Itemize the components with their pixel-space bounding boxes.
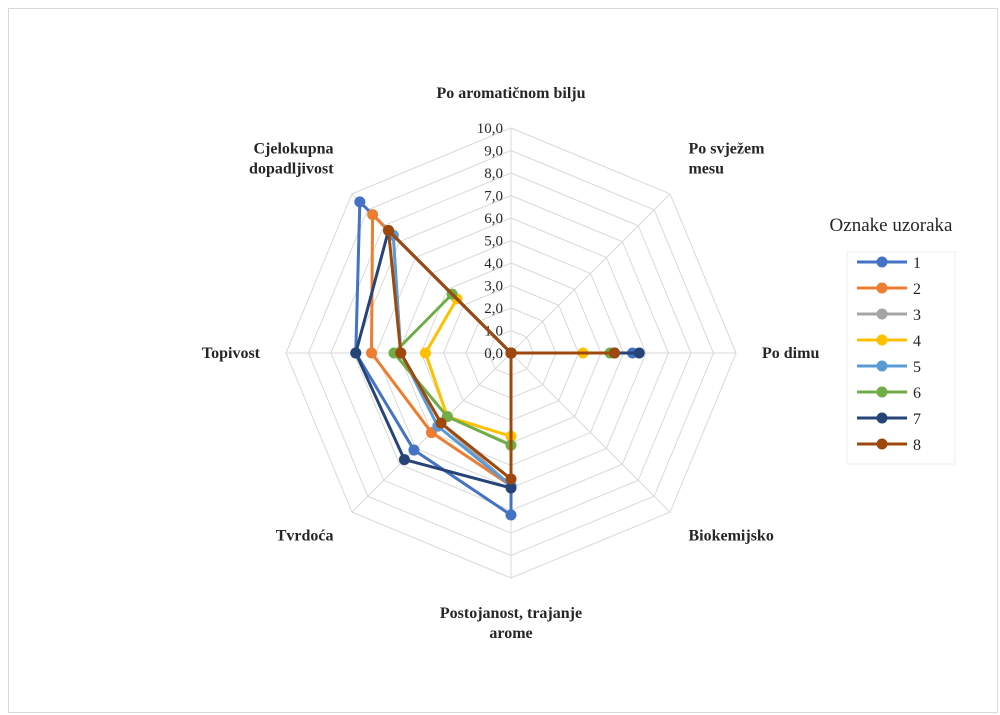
legend-item: 7 [857,411,921,428]
legend-swatch-marker [876,256,888,268]
legend-label: 1 [913,255,921,272]
axis-label: Po svježem mesu [688,141,765,178]
data-point [609,347,620,359]
data-point [505,482,517,494]
legend-swatch-marker [876,412,888,424]
legend-item: 1 [857,255,921,272]
series-group [350,196,645,521]
tick-label: 2,0 [484,301,503,317]
tick-label: 1,0 [484,324,503,340]
tick-label: 8,0 [484,166,503,182]
tick-label: 10,0 [477,121,503,137]
legend-swatch-marker [876,334,888,346]
legend-label: 3 [913,307,921,324]
axis-labels: Po aromatičnom bilju Po svježem mesu Po dim… [202,85,820,642]
legend-label: 4 [913,333,921,350]
legend-swatch-marker [876,386,888,398]
data-point [408,444,420,456]
axis-label: Biokemijsko [688,527,773,544]
data-point [350,347,362,359]
data-point [398,454,410,466]
data-point [367,209,379,221]
legend-item: 8 [857,437,921,454]
legend-item: 4 [857,333,921,350]
axis-label: Cjelokupna dopadljivost [249,141,334,178]
radar-chart: 0,0 1,0 2,0 3,0 4,0 5,0 6,0 7,0 8,0 9,0 10,0 Po ar… [202,85,956,642]
legend-swatch-marker [876,360,888,372]
data-point [382,224,394,236]
legend-item: 5 [857,359,921,376]
legend-swatch-marker [876,308,888,320]
series-8 [382,224,620,485]
legend-label: 7 [913,411,921,428]
data-point [366,347,377,359]
data-point [395,347,407,359]
tick-label: 0,0 [484,346,503,362]
grid-spoke [510,193,671,354]
tick-label: 4,0 [484,256,503,272]
tick-label: 6,0 [484,211,503,227]
data-point [505,347,517,359]
legend-label: 8 [913,437,921,454]
series-line [386,228,616,481]
legend-box [846,251,956,465]
legend-swatch-marker [876,438,888,450]
chart-frame: 0,0 1,0 2,0 3,0 4,0 5,0 6,0 7,0 8,0 9,0 10,0 Po ar… [8,8,998,713]
tick-label: 5,0 [484,234,503,250]
axis-label: Po aromatičnom bilju [436,85,585,102]
data-point [633,347,645,359]
tick-label: 7,0 [484,189,503,205]
data-point [435,417,447,429]
axis-label: Tvrdoća [276,527,334,544]
axis-label: Postojanost, trajanje arome [440,605,582,642]
legend-item: 2 [857,281,921,298]
legend-title: Oznake uzoraka [830,215,953,236]
legend-label: 2 [913,281,921,298]
legend-label: 6 [913,385,921,402]
tick-label: 9,0 [484,144,503,160]
data-point [505,509,517,521]
tick-label: 3,0 [484,279,503,295]
grid-spoke [510,352,671,513]
data-point [354,196,366,208]
axis-label: Po dimu [762,345,819,362]
legend: Oznake uzoraka 1 2 3 4 5 6 7 8 [830,215,956,465]
tick-labels: 0,0 1,0 2,0 3,0 4,0 5,0 6,0 7,0 8,0 9,0 10,0 [477,121,503,362]
legend-label: 5 [913,359,921,376]
legend-item: 3 [857,307,921,324]
legend-swatch-marker [876,282,888,294]
legend-item: 6 [857,385,921,402]
data-point [420,347,431,359]
data-point [505,473,517,485]
axis-label: Topivost [202,345,261,362]
